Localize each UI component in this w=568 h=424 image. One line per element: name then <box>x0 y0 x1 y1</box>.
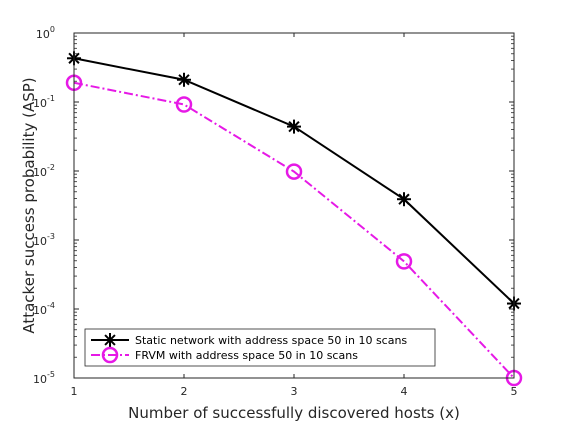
legend-box <box>84 328 436 367</box>
y-ticks: 100 10-1 10-2 10-3 10-4 10-5 <box>33 25 514 386</box>
y-tick-label: 10-1 <box>33 94 55 110</box>
y-tick-label: 10-4 <box>33 301 55 317</box>
legend-label-static: Static network with address space 50 in … <box>135 334 407 347</box>
data-point-circle <box>395 253 413 270</box>
plot-area <box>74 33 514 378</box>
y-tick-label: 10-3 <box>33 232 55 248</box>
x-tick-label: 5 <box>511 385 518 398</box>
series-line-2 <box>73 81 515 379</box>
x-tick-label: 1 <box>71 385 78 398</box>
data-point-asterisk <box>177 72 191 87</box>
x-tick-label: 2 <box>181 385 188 398</box>
y-axis-label: Attacker success probability (ASP) <box>20 77 38 333</box>
legend-marker-static <box>103 333 117 347</box>
data-point-asterisk <box>397 192 411 207</box>
data-point-circle <box>175 96 193 113</box>
data-point-circle <box>285 163 303 180</box>
x-tick-label: 4 <box>401 385 408 398</box>
legend-marker-frvm <box>101 346 119 364</box>
x-tick-label: 3 <box>291 385 298 398</box>
y-tick-label: 10-2 <box>33 163 55 179</box>
data-point-asterisk <box>287 119 301 134</box>
x-axis-label: Number of successfully discovered hosts … <box>128 404 460 422</box>
legend-label-frvm: FRVM with address space 50 in 10 scans <box>135 349 358 362</box>
y-tick-label: 10-5 <box>33 370 55 386</box>
legend-asterisk <box>103 333 117 347</box>
y-tick-label: 100 <box>36 25 55 41</box>
legend: Static network with address space 50 in … <box>84 328 436 367</box>
